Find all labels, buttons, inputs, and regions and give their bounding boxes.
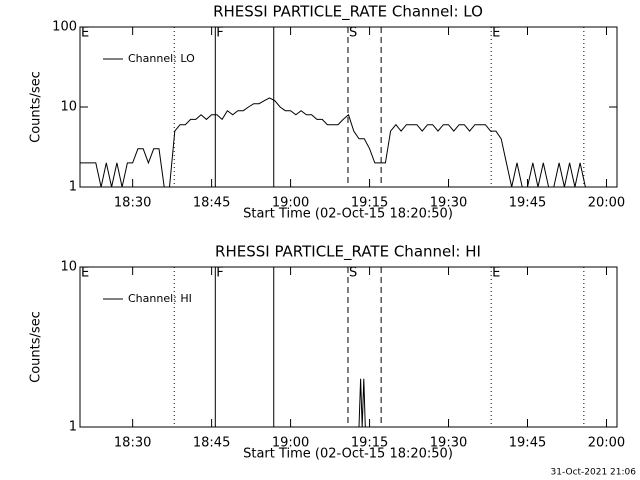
data-line [80,97,586,188]
event-label: S [349,26,357,41]
plot-frame [79,266,618,428]
x-axis-label: Start Time (02-Oct-15 18:20:50) [243,207,453,222]
footer: 31-Oct-2021 21:06 [551,468,637,478]
event-label: E [492,266,500,281]
x-tick-label: 19:30 [430,436,467,451]
y-tick-label: 10 [60,260,77,275]
x-tick-label: 19:15 [351,436,388,451]
y-tick-label: 1 [69,420,77,435]
event-label: S [349,266,357,281]
y-tick-label: 100 [52,20,77,35]
data-line [358,378,366,428]
x-axis-label: Start Time (02-Oct-15 18:20:50) [243,447,453,462]
x-tick-label: 18:45 [193,196,230,211]
x-tick-label: 18:30 [114,196,151,211]
legend-label: Channel: HI [128,292,192,305]
x-tick-label: 19:45 [509,196,546,211]
x-tick-label: 20:00 [588,196,625,211]
event-label: E [81,266,89,281]
event-label: E [492,26,500,41]
event-label: F [216,26,223,41]
x-tick-label: 18:45 [193,436,230,451]
y-axis-label: Counts/sec [29,71,44,143]
x-tick-label: 18:30 [114,436,151,451]
y-axis-label: Counts/sec [29,311,44,383]
x-tick-label: 20:00 [588,436,625,451]
event-label: E [81,26,89,41]
chart-title: RHESSI PARTICLE_RATE Channel: HI [215,243,481,262]
x-tick-label: 19:00 [272,196,309,211]
x-tick-label: 19:30 [430,196,467,211]
y-tick-label: 10 [60,100,77,115]
legend-label: Channel: LO [128,52,195,65]
chart-title: RHESSI PARTICLE_RATE Channel: LO [213,3,483,22]
x-tick-label: 19:00 [272,436,309,451]
x-tick-label: 19:15 [351,196,388,211]
x-tick-label: 19:45 [509,436,546,451]
y-tick-label: 1 [69,180,77,195]
event-label: F [216,266,223,281]
